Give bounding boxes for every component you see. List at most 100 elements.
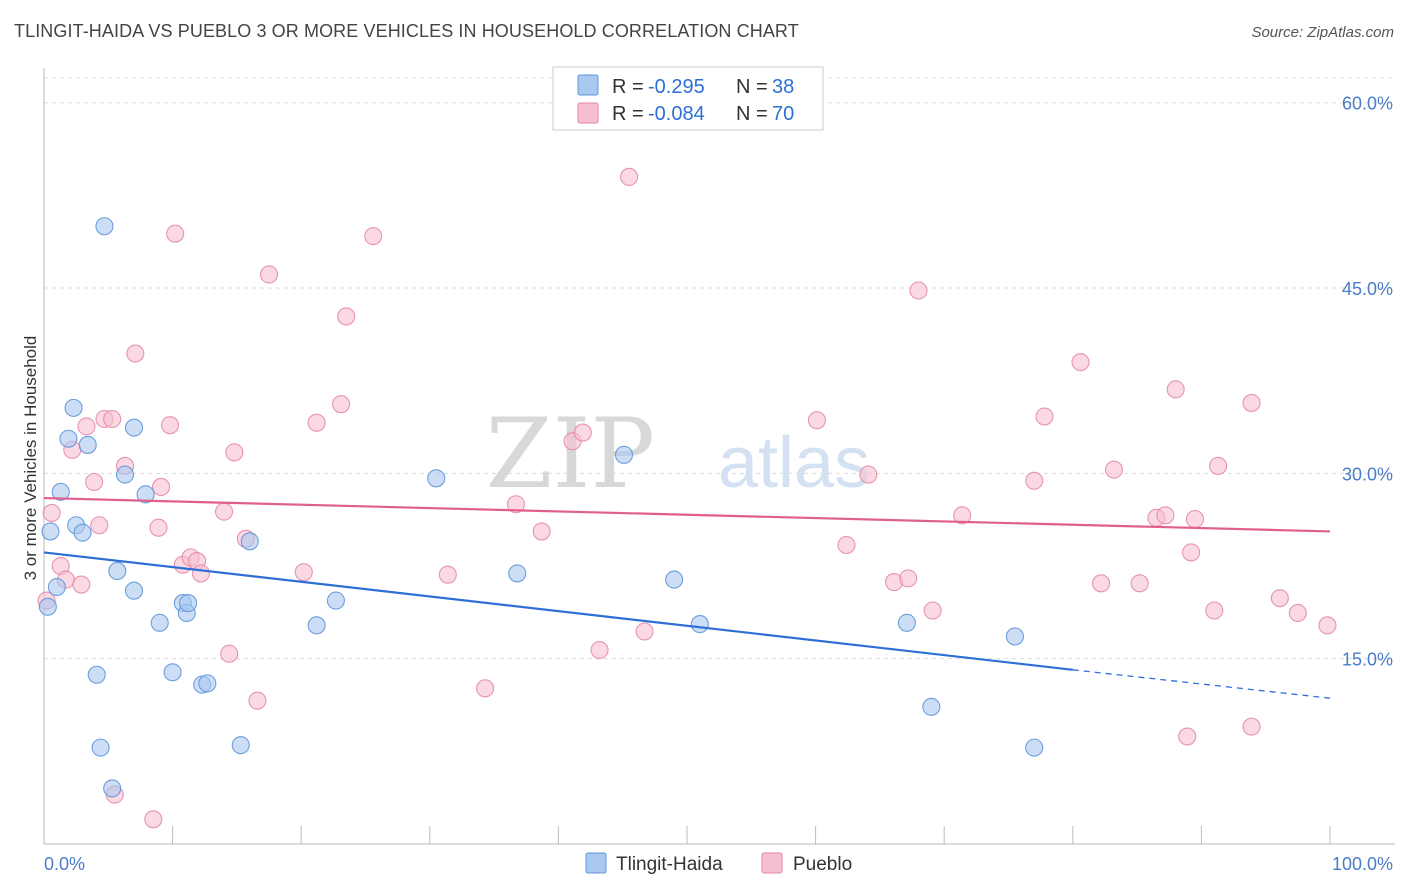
pueblo-point [620,167,639,186]
pueblo-point [90,516,109,535]
series-legend-label-pueblo: Pueblo [793,854,852,875]
pueblo-point [635,622,654,641]
pueblo-point [837,535,856,555]
pueblo-point [506,495,526,514]
pueblo-point [1182,543,1201,562]
tlingit-haida-point [1025,738,1044,757]
legend-swatch-pueblo [577,102,599,124]
legend-n-value-2: 70 [772,103,794,125]
tlingit-haida-point [41,522,60,541]
pueblo-point [1156,506,1175,525]
tlingit-haida-trendline [43,551,1073,671]
pueblo-point [259,265,279,284]
pueblo-point [953,506,972,525]
pueblo-point [923,601,942,620]
pueblo-point [590,640,609,660]
pueblo-point [807,411,826,430]
series-legend-label-tlingit: Tlingit-Haida [616,854,723,875]
tlingit-haida-point [897,613,916,632]
tlingit-haida-point [240,532,259,551]
source-credit: Source: ZipAtlas.com [1251,24,1394,41]
tlingit-haida-point [115,465,135,484]
tlingit-haida-point [307,616,326,635]
pueblo-point [573,423,592,442]
pueblo-point [899,569,918,588]
legend-n-label-2: N = [736,103,768,125]
tlingit-haida-point [922,697,941,716]
tlingit-haida-point [326,591,345,610]
tlingit-haida-point [163,663,182,682]
tlingit-haida-point [178,594,198,613]
points-layer [37,167,1337,829]
x-tick-label-min: 0.0% [44,854,85,874]
tlingit-haida-point [614,445,634,464]
stats-legend: R = -0.295 N = 38 R = -0.084 N = 70 [552,66,824,131]
trend-layer [43,496,1331,699]
pueblo-point [364,227,383,246]
legend-r-label-2: R = [612,103,644,125]
y-tick-label: 15.0% [1342,650,1393,670]
tlingit-haida-point [59,429,78,448]
tlingit-haida-point [38,597,57,616]
pueblo-point [438,565,457,584]
pueblo-point [77,417,96,436]
pueblo-point [72,575,91,594]
tlingit-haida-point [690,615,709,634]
pueblo-point [151,477,171,496]
y-tick-label: 30.0% [1342,464,1393,484]
pueblo-point [332,395,351,414]
tlingit-haida-point [64,398,83,417]
pueblo-point [1209,456,1228,475]
tlingit-haida-point [103,779,122,798]
y-tick-label: 45.0% [1342,279,1393,299]
legend-r-value-1: -0.295 [648,76,705,98]
tlingit-haida-point [95,217,114,236]
pueblo-point [337,307,356,326]
series-legend-swatch-tlingit [585,852,607,874]
legend-r-value-2: -0.084 [648,103,705,125]
axis-layer: 15.0% 30.0% 45.0% 60.0% [43,68,1395,845]
legend-n-label-1: N = [736,76,768,98]
pueblo-point [476,679,495,698]
pueblo-point [532,522,551,541]
pueblo-point [1104,460,1124,479]
tlingit-haida-point [427,469,446,488]
pueblo-point [1025,471,1044,490]
series-legend-swatch-pueblo [761,852,783,874]
tlingit-haida-trendline-extension [1072,669,1331,699]
pueblo-point [144,810,163,829]
tlingit-haida-point [91,738,110,757]
pueblo-point [1071,353,1090,372]
pueblo-point [191,564,210,583]
tlingit-haida-point [51,482,70,501]
y-tick-label: 60.0% [1342,94,1393,114]
series-legend: Tlingit-Haida Pueblo [585,852,852,875]
pueblo-point [859,465,878,484]
pueblo-point [1166,380,1185,399]
tlingit-haida-point [108,561,127,581]
legend-r-label-1: R = [612,76,644,98]
legend-swatch-tlingit [577,74,599,96]
chart-title: TLINGIT-HAIDA VS PUEBLO 3 OR MORE VEHICL… [14,21,799,41]
tlingit-haida-point [231,736,250,755]
pueblo-point [1242,393,1261,412]
pueblo-point [85,472,104,492]
pueblo-point [1185,510,1205,529]
tlingit-haida-point [124,581,144,600]
pueblo-point [294,563,313,582]
pueblo-point [1092,574,1111,593]
pueblo-point [1035,407,1054,426]
pueblo-point [42,503,61,522]
pueblo-point [149,518,168,537]
pueblo-point [225,443,244,462]
pueblo-point [1130,574,1149,593]
tlingit-haida-point [198,674,217,693]
tlingit-haida-point [47,577,66,597]
tlingit-haida-point [124,418,144,437]
pueblo-point [126,344,145,363]
tlingit-haida-point [1005,627,1024,646]
pueblo-point [220,644,239,663]
watermark-atlas: atlas [718,423,870,503]
pueblo-point [103,409,122,429]
